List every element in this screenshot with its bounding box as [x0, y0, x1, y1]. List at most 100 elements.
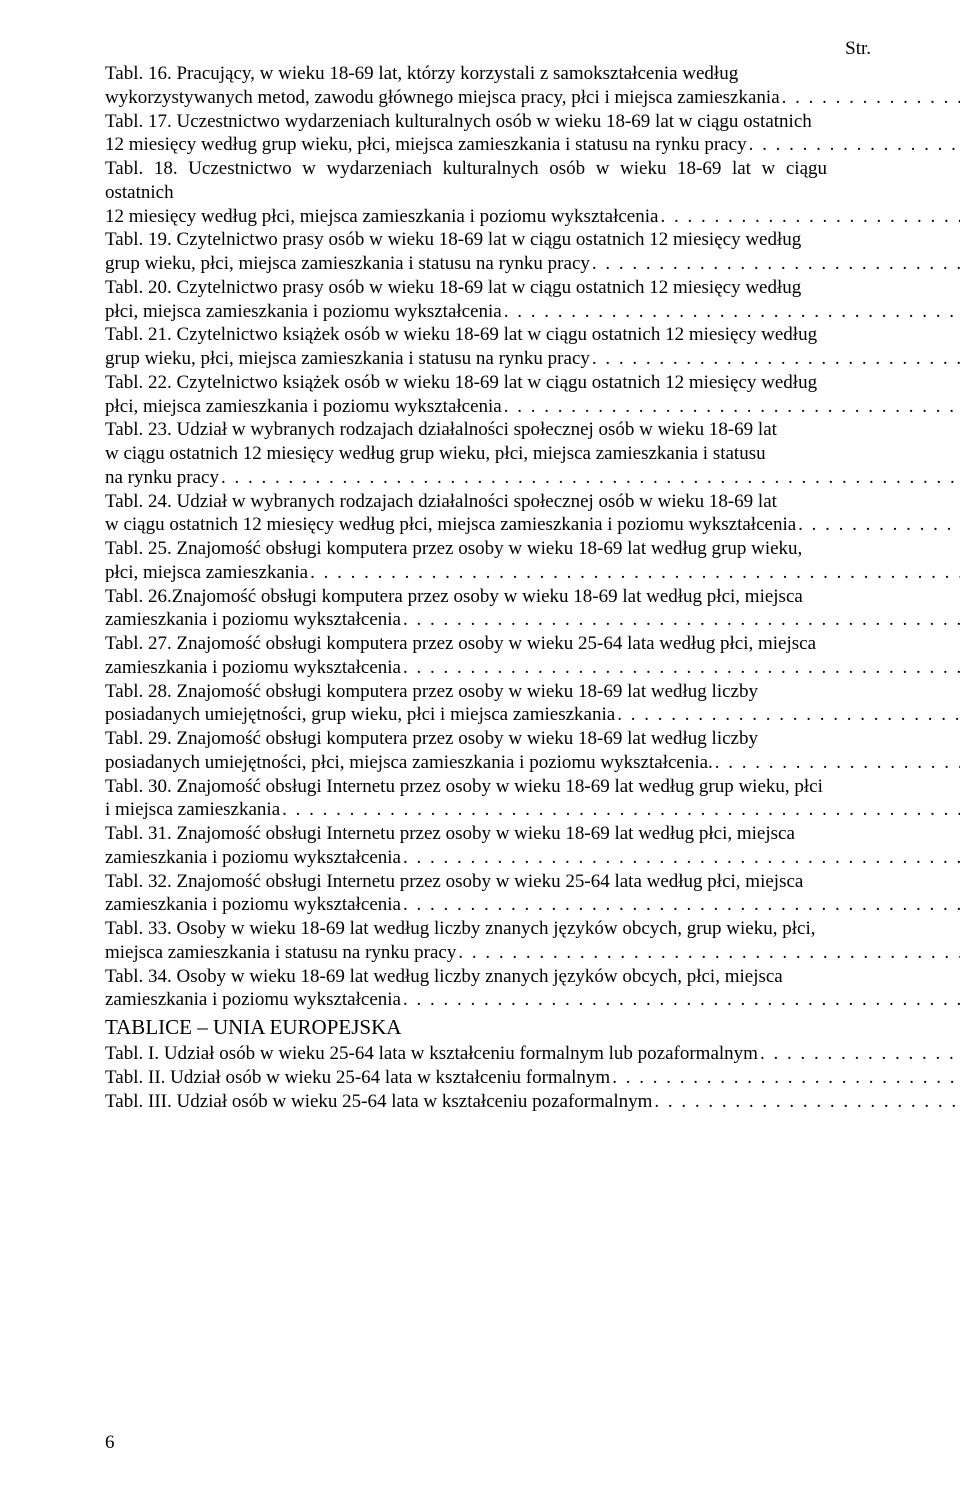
toc-last-text: płci, miejsca zamieszkania i poziomu wyk… — [105, 395, 502, 419]
entries-entry-line: Tabl. 32. Znajomość obsługi Internetu pr… — [105, 870, 875, 894]
entries-entry-line: Tabl. 30. Znajomość obsługi Internetu pr… — [105, 775, 875, 799]
toc-last-text: i miejsca zamieszkania — [105, 798, 280, 822]
toc-text: posiadanych umiejętności, płci, miejsca … — [105, 751, 960, 775]
entries-entry-last-line: posiadanych umiejętności, grup wieku, pł… — [105, 703, 875, 727]
toc-last-text: zamieszkania i poziomu wykształcenia — [105, 893, 401, 917]
toc-text: płci, miejsca zamieszkania i poziomu wyk… — [105, 300, 960, 324]
toc-text: na rynku pracy. . . . . . . . . . . . . … — [105, 466, 960, 490]
toc-text: Tabl. 21. Czytelnictwo książek osób w wi… — [105, 323, 827, 347]
toc-last-text: miejsca zamieszkania i statusu na rynku … — [105, 941, 456, 965]
leader-dots: . . . . . . . . . . . . . . . . . . . . … — [308, 561, 960, 585]
toc-text: 12 miesięcy według grup wieku, płci, mie… — [105, 133, 960, 157]
toc-text: w ciągu ostatnich 12 miesięcy według gru… — [105, 442, 827, 466]
toc-last-text: Tabl. III. Udział osób w wieku 25-64 lat… — [105, 1090, 652, 1114]
footer-page-number: 6 — [105, 1432, 115, 1454]
page-header-label: Str. — [105, 38, 875, 60]
toc-text: płci, miejsca zamieszkania i poziomu wyk… — [105, 395, 960, 419]
toc-text: grup wieku, płci, miejsca zamieszkania i… — [105, 252, 960, 276]
toc-text: Tabl. 32. Znajomość obsługi Internetu pr… — [105, 870, 827, 894]
leader-dots: . . . . . . . . . . . . . . . . . . . . … — [658, 205, 960, 229]
entries-entry-line: Tabl. 26.Znajomość obsługi komputera prz… — [105, 585, 875, 609]
toc-text: Tabl. 29. Znajomość obsługi komputera pr… — [105, 727, 827, 751]
toc-last-text: płci, miejsca zamieszkania i poziomu wyk… — [105, 300, 502, 324]
entries-entry-line: Tabl. 33. Osoby w wieku 18-69 lat według… — [105, 917, 875, 941]
leader-dots: . . . . . . . . . . . . . . . . . . . . … — [747, 133, 960, 157]
toc-text: posiadanych umiejętności, grup wieku, pł… — [105, 703, 960, 727]
leader-dots: . . . . . . . . . . . . . . . . . . . . … — [401, 893, 960, 917]
leader-dots: . . . . . . . . . . . . . . . . . . . . … — [401, 846, 960, 870]
toc-text: Tabl. 28. Znajomość obsługi komputera pr… — [105, 680, 827, 704]
eu_entries-entry-last-line: Tabl. III. Udział osób w wieku 25-64 lat… — [105, 1090, 875, 1114]
entries-entry-last-line: miejsca zamieszkania i statusu na rynku … — [105, 941, 875, 965]
toc-text: Tabl. 20. Czytelnictwo prasy osób w wiek… — [105, 276, 827, 300]
toc-last-text: na rynku pracy — [105, 466, 219, 490]
entries-entry-line: Tabl. 28. Znajomość obsługi komputera pr… — [105, 680, 875, 704]
eu_entries-entry-last-line: Tabl. I. Udział osób w wieku 25-64 lata … — [105, 1042, 875, 1066]
entries-entry-last-line: zamieszkania i poziomu wykształcenia. . … — [105, 893, 875, 917]
toc-text: Tabl. III. Udział osób w wieku 25-64 lat… — [105, 1090, 960, 1114]
toc-text: Tabl. 25. Znajomość obsługi komputera pr… — [105, 537, 827, 561]
entries-entry-last-line: płci, miejsca zamieszkania i poziomu wyk… — [105, 395, 875, 419]
toc-last-text: posiadanych umiejętności, płci, miejsca … — [105, 751, 713, 775]
toc-last-text: Tabl. II. Udział osób w wieku 25-64 lata… — [105, 1066, 610, 1090]
leader-dots: . . . . . . . . . . . . . . . . . . . . … — [502, 395, 960, 419]
entries-entry-last-line: grup wieku, płci, miejsca zamieszkania i… — [105, 347, 875, 371]
leader-dots: . . . . . . . . . . . . . . . . . . . . … — [713, 751, 960, 775]
toc-text: grup wieku, płci, miejsca zamieszkania i… — [105, 347, 960, 371]
toc-last-text: zamieszkania i poziomu wykształcenia — [105, 988, 401, 1012]
toc-text: Tabl. I. Udział osób w wieku 25-64 lata … — [105, 1042, 960, 1066]
toc-text: Tabl. 30. Znajomość obsługi Internetu pr… — [105, 775, 827, 799]
toc-text: miejsca zamieszkania i statusu na rynku … — [105, 941, 960, 965]
entries-entry-line: Tabl. 18. Uczestnictwo w wydarzeniach ku… — [105, 157, 875, 205]
entries-entry-line: Tabl. 20. Czytelnictwo prasy osób w wiek… — [105, 276, 875, 300]
leader-dots: . . . . . . . . . . . . . . . . . . . . … — [219, 466, 960, 490]
toc-last-text: płci, miejsca zamieszkania — [105, 561, 308, 585]
leader-dots: . . . . . . . . . . . . . . . . . . . . … — [401, 608, 960, 632]
toc-text: zamieszkania i poziomu wykształcenia. . … — [105, 893, 960, 917]
leader-dots: . . . . . . . . . . . . . . . . . . . . … — [280, 798, 960, 822]
entries-entry-last-line: grup wieku, płci, miejsca zamieszkania i… — [105, 252, 875, 276]
toc-text: Tabl. 24. Udział w wybranych rodzajach d… — [105, 490, 827, 514]
toc-last-text: zamieszkania i poziomu wykształcenia — [105, 846, 401, 870]
entries-entry-last-line: zamieszkania i poziomu wykształcenia. . … — [105, 846, 875, 870]
toc-text: wykorzystywanych metod, zawodu głównego … — [105, 86, 960, 110]
toc-last-text: posiadanych umiejętności, grup wieku, pł… — [105, 703, 615, 727]
entries-entry-last-line: zamieszkania i poziomu wykształcenia. . … — [105, 656, 875, 680]
toc-text: zamieszkania i poziomu wykształcenia. . … — [105, 988, 960, 1012]
toc-last-text: grup wieku, płci, miejsca zamieszkania i… — [105, 347, 590, 371]
toc-text: 12 miesięcy według płci, miejsca zamiesz… — [105, 205, 960, 229]
leader-dots: . . . . . . . . . . . . . . . . . . . . … — [652, 1090, 960, 1114]
entries-entry-last-line: płci, miejsca zamieszkania i poziomu wyk… — [105, 300, 875, 324]
entries-entry-last-line: i miejsca zamieszkania. . . . . . . . . … — [105, 798, 875, 822]
toc-last-text: zamieszkania i poziomu wykształcenia — [105, 608, 401, 632]
entries-entry-last-line: 12 miesięcy według płci, miejsca zamiesz… — [105, 205, 875, 229]
entries-entry-last-line: 12 miesięcy według grup wieku, płci, mie… — [105, 133, 875, 157]
toc-text: Tabl. 22. Czytelnictwo książek osób w wi… — [105, 371, 827, 395]
toc-text: Tabl. 17. Uczestnictwo wydarzeniach kult… — [105, 110, 827, 134]
entries-entry-last-line: posiadanych umiejętności, płci, miejsca … — [105, 751, 875, 775]
entries-entry-line: Tabl. 24. Udział w wybranych rodzajach d… — [105, 490, 875, 514]
entries-entry-line: Tabl. 34. Osoby w wieku 18-69 lat według… — [105, 965, 875, 989]
toc-text: i miejsca zamieszkania. . . . . . . . . … — [105, 798, 960, 822]
toc-last-text: 12 miesięcy według grup wieku, płci, mie… — [105, 133, 747, 157]
toc-last-text: w ciągu ostatnich 12 miesięcy według płc… — [105, 513, 796, 537]
toc-text: Tabl. 26.Znajomość obsługi komputera prz… — [105, 585, 827, 609]
toc-text: Tabl. 27. Znajomość obsługi komputera pr… — [105, 632, 827, 656]
entries-entry-line: Tabl. 27. Znajomość obsługi komputera pr… — [105, 632, 875, 656]
leader-dots: . . . . . . . . . . . . . . . . . . . . … — [502, 300, 960, 324]
toc-text: zamieszkania i poziomu wykształcenia. . … — [105, 656, 960, 680]
entries-entry-line: Tabl. 19. Czytelnictwo prasy osób w wiek… — [105, 228, 875, 252]
entries-entry-line: Tabl. 25. Znajomość obsługi komputera pr… — [105, 537, 875, 561]
leader-dots: . . . . . . . . . . . . . . . . . . . . … — [758, 1042, 960, 1066]
toc-text: Tabl. 33. Osoby w wieku 18-69 lat według… — [105, 917, 827, 941]
entries-entry-last-line: zamieszkania i poziomu wykształcenia. . … — [105, 988, 875, 1012]
entries-entry-last-line: zamieszkania i poziomu wykształcenia. . … — [105, 608, 875, 632]
toc-last-text: Tabl. I. Udział osób w wieku 25-64 lata … — [105, 1042, 758, 1066]
leader-dots: . . . . . . . . . . . . . . . . . . . . … — [590, 252, 960, 276]
entries-entry-line: Tabl. 16. Pracujący, w wieku 18-69 lat, … — [105, 62, 875, 86]
toc-text: Tabl. 16. Pracujący, w wieku 18-69 lat, … — [105, 62, 827, 86]
leader-dots: . . . . . . . . . . . . . . . . . . . . … — [615, 703, 960, 727]
toc-text: zamieszkania i poziomu wykształcenia. . … — [105, 608, 960, 632]
entries-entry-line: Tabl. 21. Czytelnictwo książek osób w wi… — [105, 323, 875, 347]
toc-last-text: wykorzystywanych metod, zawodu głównego … — [105, 86, 780, 110]
